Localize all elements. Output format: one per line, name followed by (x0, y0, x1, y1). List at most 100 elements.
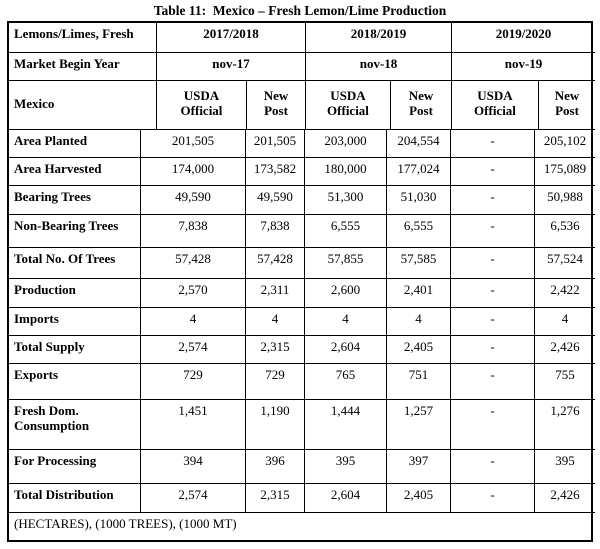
data-cell: 49,590 (141, 186, 246, 215)
data-cell: 2,401 (387, 279, 451, 308)
country-label: Mexico (9, 81, 157, 130)
data-cell: 4 (535, 308, 595, 336)
data-cell: - (451, 158, 535, 186)
data-cell: - (451, 484, 535, 513)
data-cell: 395 (535, 450, 595, 484)
table-row: Fresh Dom. Consumption 1,451 1,190 1,444 1,2… (9, 400, 595, 450)
data-cell: - (451, 130, 535, 158)
data-cell: - (451, 248, 535, 279)
table-body: Area Planted 201,505 201,505 203,000 204,554… (9, 130, 595, 513)
subheader-new-post-1: New Post (247, 81, 306, 130)
data-cell: - (451, 308, 535, 336)
data-cell: 2,311 (246, 279, 305, 308)
data-cell: 729 (246, 364, 305, 400)
data-cell: 201,505 (141, 130, 246, 158)
data-cell: 51,030 (387, 186, 451, 215)
row-label: Imports (9, 308, 141, 336)
subheader-usda-official-3: USDA Official (452, 81, 539, 130)
data-cell: 396 (246, 450, 305, 484)
data-cell: 729 (141, 364, 246, 400)
data-cell: 2,600 (305, 279, 387, 308)
subheader-usda-official-2: USDA Official (306, 81, 391, 130)
header-row-source: Mexico USDA Official New Post USDA Offic… (9, 81, 595, 130)
data-cell: 57,855 (305, 248, 387, 279)
data-cell: 2,405 (387, 484, 451, 513)
units-note: (HECTARES), (1000 TREES), (1000 MT) (14, 516, 237, 531)
row-label: Total Supply (9, 336, 141, 364)
subheader-new-post-3: New Post (539, 81, 595, 130)
data-cell: 7,838 (141, 215, 246, 248)
data-cell: 49,590 (246, 186, 305, 215)
data-cell: 1,190 (246, 400, 305, 450)
footnote-row: (HECTARES), (1000 TREES), (1000 MT) (9, 513, 591, 540)
data-cell: 203,000 (305, 130, 387, 158)
table-title: Table 11: Mexico – Fresh Lemon/Lime Prod… (153, 3, 447, 18)
data-cell: 4 (141, 308, 246, 336)
table-row: Total No. Of Trees 57,428 57,428 57,855 57,5… (9, 248, 595, 279)
data-cell: 1,451 (141, 400, 246, 450)
table-row: Area Harvested 174,000 173,582 180,000 177,0… (9, 158, 595, 186)
row-label: Non-Bearing Trees (9, 215, 141, 248)
row-label: Total No. Of Trees (9, 248, 141, 279)
data-cell: 177,024 (387, 158, 451, 186)
data-cell: 2,570 (141, 279, 246, 308)
commodity-label: Lemons/Limes, Fresh (9, 23, 157, 53)
market-begin-label: Market Begin Year (9, 53, 157, 81)
data-cell: 4 (305, 308, 387, 336)
data-cell: 173,582 (246, 158, 305, 186)
subheader-usda-official-1: USDA Official (157, 81, 247, 130)
data-cell: 2,604 (305, 484, 387, 513)
year-header-2018-2019: 2018/2019 (306, 23, 452, 53)
data-cell: 7,838 (246, 215, 305, 248)
table-header: Lemons/Limes, Fresh 2017/2018 2018/2019 … (9, 23, 595, 130)
data-cell: 201,505 (246, 130, 305, 158)
data-cell: 51,300 (305, 186, 387, 215)
row-label: Area Planted (9, 130, 141, 158)
header-row-market-begin: Market Begin Year nov-17 nov-18 nov-19 (9, 53, 595, 81)
table-row: Production 2,570 2,311 2,600 2,401-2,422 (9, 279, 595, 308)
data-cell: 2,422 (535, 279, 595, 308)
data-cell: 2,315 (246, 336, 305, 364)
data-cell: 765 (305, 364, 387, 400)
data-cell: 2,426 (535, 336, 595, 364)
market-begin-2017: nov-17 (157, 53, 306, 81)
data-cell: - (451, 186, 535, 215)
row-label: Bearing Trees (9, 186, 141, 215)
data-cell: 6,555 (387, 215, 451, 248)
data-cell: - (451, 400, 535, 450)
production-table: Lemons/Limes, Fresh 2017/2018 2018/2019 … (7, 21, 595, 542)
table-row: Bearing Trees 49,590 49,590 51,300 51,030-50… (9, 186, 595, 215)
year-header-2019-2020: 2019/2020 (452, 23, 595, 53)
data-cell: 6,555 (305, 215, 387, 248)
data-cell: 180,000 (305, 158, 387, 186)
data-cell: 397 (387, 450, 451, 484)
data-cell: 2,426 (535, 484, 595, 513)
data-cell: 174,000 (141, 158, 246, 186)
data-cell: - (451, 364, 535, 400)
data-cell: 751 (387, 364, 451, 400)
table-row: Total Distribution 2,574 2,315 2,604 2,405-2… (9, 484, 595, 513)
market-begin-2018: nov-18 (306, 53, 452, 81)
data-cell: 205,102 (535, 130, 595, 158)
data-cell: 2,574 (141, 336, 246, 364)
data-cell: 1,276 (535, 400, 595, 450)
row-label: For Processing (9, 450, 141, 484)
row-label: Fresh Dom. Consumption (9, 400, 141, 450)
table-row: Non-Bearing Trees 7,838 7,838 6,555 6,555-6,… (9, 215, 595, 248)
data-cell: 57,585 (387, 248, 451, 279)
data-cell: - (451, 215, 535, 248)
data-cell: 1,257 (387, 400, 451, 450)
data-cell: - (451, 336, 535, 364)
table-row: Total Supply 2,574 2,315 2,604 2,405-2,426 (9, 336, 595, 364)
row-label: Exports (9, 364, 141, 400)
table-footnote: (HECTARES), (1000 TREES), (1000 MT) (9, 513, 591, 540)
year-header-2017-2018: 2017/2018 (157, 23, 306, 53)
data-cell: - (451, 279, 535, 308)
data-cell: 204,554 (387, 130, 451, 158)
data-cell: 395 (305, 450, 387, 484)
table-row: Exports 729 729 765 751-755 (9, 364, 595, 400)
data-cell: 2,604 (305, 336, 387, 364)
table-row: Imports 4 4 4 4-4 (9, 308, 595, 336)
market-begin-2019: nov-19 (452, 53, 595, 81)
